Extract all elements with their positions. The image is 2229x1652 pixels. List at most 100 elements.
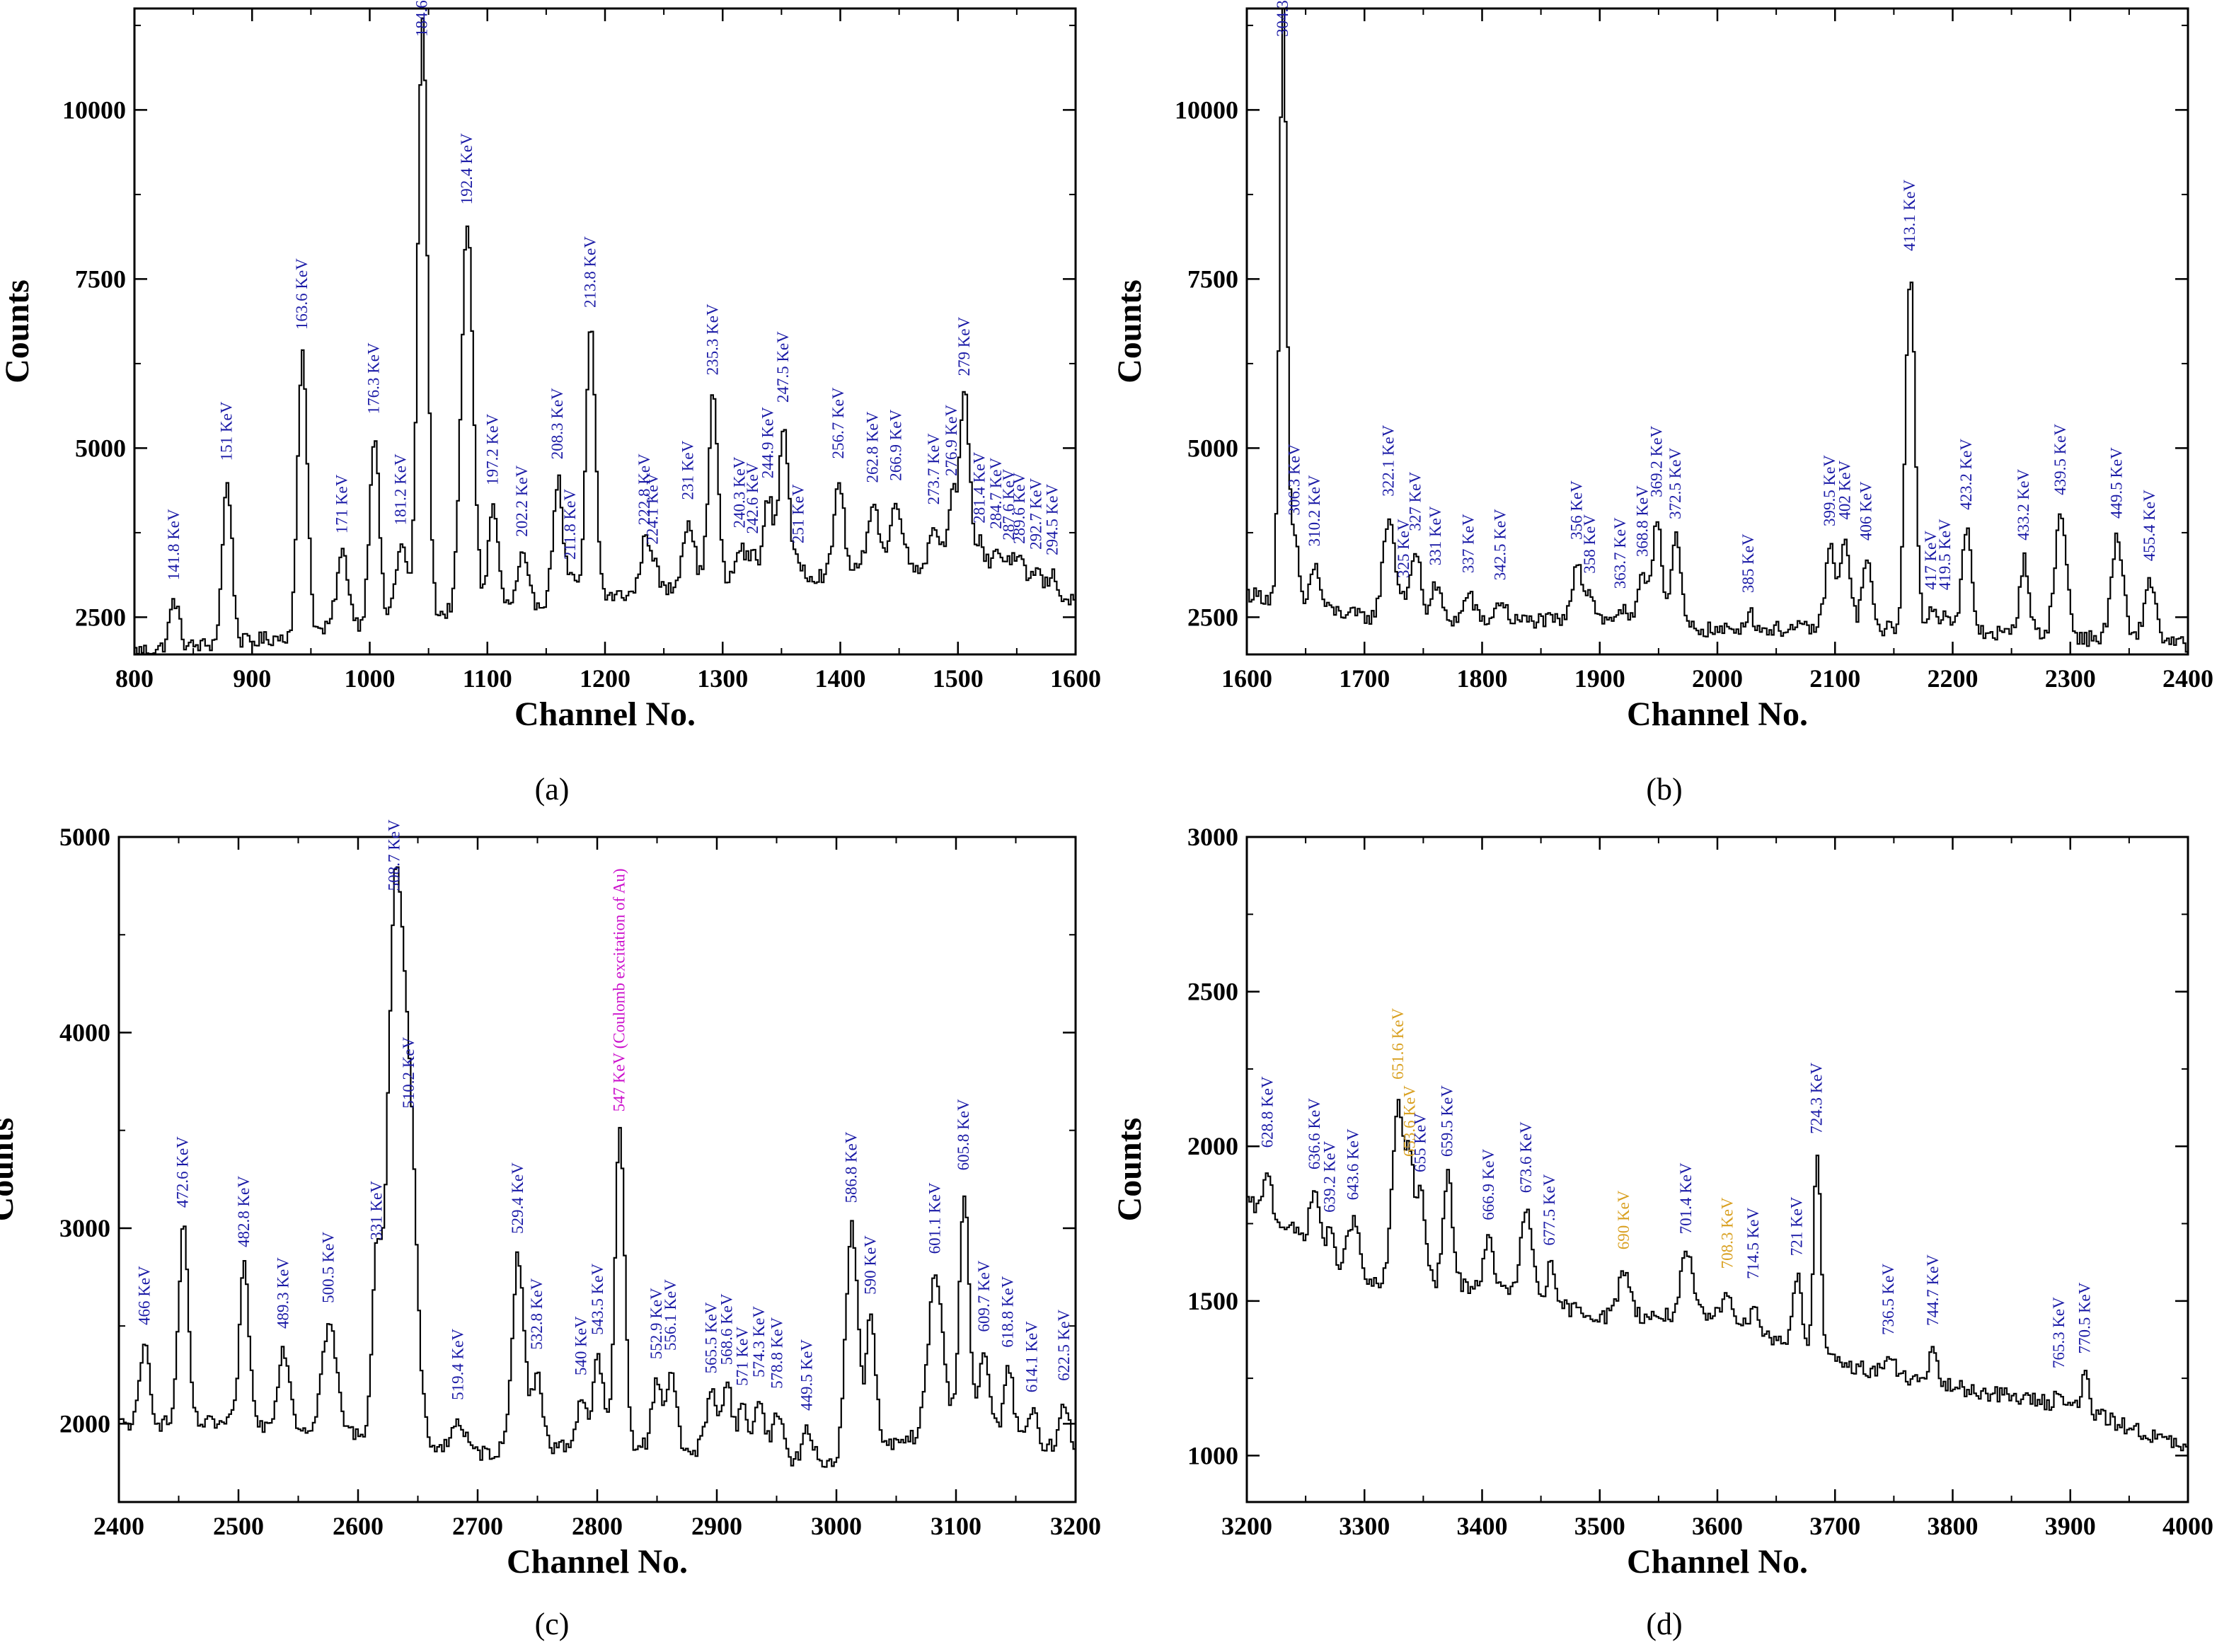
x-tick-label: 3800 [1928, 1512, 1979, 1540]
y-axis-label: Counts [0, 279, 36, 383]
peak-label: 643.6 KeV [1344, 1128, 1362, 1200]
peak-label: 419.5 KeV [1936, 519, 1954, 590]
peak-label: 176.3 KeV [364, 342, 382, 414]
y-tick-label: 2000 [59, 1409, 110, 1438]
spectrum-line-a [134, 17, 1077, 655]
y-axis-label: Counts [1111, 1118, 1148, 1222]
peak-label: 708.3 KeV [1718, 1197, 1736, 1269]
peak-label: 235.3 KeV [703, 304, 721, 375]
peak-label: 240.3 KeV [731, 456, 749, 528]
peak-label: 714.5 KeV [1744, 1208, 1762, 1279]
peak-label: 690 KeV [1615, 1190, 1632, 1249]
x-tick-label: 3000 [811, 1512, 862, 1540]
peak-label: 614.1 KeV [1023, 1321, 1040, 1392]
x-tick-label: 2100 [1809, 664, 1860, 693]
peak-label: 385 KeV [1739, 533, 1757, 593]
peak-label: 568.6 KeV [718, 1293, 736, 1365]
peak-label: 292.7 KeV [1027, 478, 1044, 550]
y-tick-label: 5000 [59, 823, 110, 851]
spectrum-line-d [1247, 1099, 2189, 1452]
y-tick-label: 2500 [1187, 978, 1238, 1006]
x-tick-label: 2700 [452, 1512, 503, 1540]
x-tick-label: 2300 [2045, 664, 2096, 693]
panel-b: 1600 1700 1800 1900 2000 2100 2200 2300 2400 2500… [1111, 0, 2213, 733]
peak-label: 211.8 KeV [561, 489, 579, 560]
peak-label: 571 KeV [733, 1327, 751, 1386]
x-tick-label: 3200 [1221, 1512, 1272, 1540]
peak-label: 472.6 KeV [174, 1136, 192, 1208]
x-tick-label: 900 [233, 664, 271, 693]
peak-label: 605.8 KeV [955, 1099, 972, 1170]
peak-label: 304.3 KeV [1274, 0, 1291, 37]
x-tick-label: 1500 [933, 664, 984, 693]
peak-label: 141.8 KeV [165, 509, 183, 580]
peak-label: 500.5 KeV [320, 1232, 338, 1303]
x-tick-label: 1000 [345, 664, 396, 693]
peak-label: 601.1 KeV [926, 1182, 944, 1254]
plot-frame-a [133, 7, 1077, 656]
x-tick-label: 1400 [815, 664, 866, 693]
peak-label: 358 KeV [1581, 514, 1599, 574]
x-tick-label: 3200 [1050, 1512, 1101, 1540]
peak-label: 701.4 KeV [1677, 1162, 1695, 1234]
peak-label: 231 KeV [679, 440, 696, 499]
x-tick-label: 3900 [2045, 1512, 2096, 1540]
peak-label: 673.6 KeV [1517, 1121, 1535, 1193]
peak-label: 423.2 KeV [1957, 439, 1975, 510]
peak-label: 372.5 KeV [1666, 448, 1684, 519]
peak-label: 413.1 KeV [1901, 180, 1918, 251]
y-axis-label: Counts [1111, 279, 1148, 383]
y-tick-label: 4000 [59, 1018, 110, 1046]
x-tick-label: 3700 [1809, 1512, 1860, 1540]
y-tick-label: 2500 [75, 603, 126, 631]
y-tick-label: 2500 [1187, 603, 1238, 631]
x-axis-label: Channel No. [1627, 695, 1808, 733]
plot-frame-c [117, 836, 1077, 1503]
x-tick-label: 1300 [697, 664, 748, 693]
panel-caption-a: (a) [534, 772, 570, 807]
y-tick-label: 3000 [59, 1214, 110, 1242]
peak-label: 224.1 KeV [644, 473, 662, 544]
peak-label: 184.6 KeV [413, 0, 431, 37]
peak-label: 281.4 KeV [971, 451, 989, 523]
peak-label: 327 KeV [1407, 472, 1424, 531]
y-tick-label: 7500 [75, 265, 126, 293]
peak-label: 609.7 KeV [975, 1260, 993, 1332]
x-tick-label: 3500 [1574, 1512, 1625, 1540]
peak-label: 744.7 KeV [1924, 1254, 1942, 1326]
peak-label: 244.9 KeV [759, 407, 776, 478]
x-tick-label: 2400 [93, 1512, 144, 1540]
peak-label: 163.6 KeV [293, 258, 311, 330]
peak-label: 284.7 KeV [987, 457, 1005, 528]
peak-label: 208.3 KeV [548, 388, 566, 459]
peak-label: 202.2 KeV [513, 465, 531, 536]
peak-label: 529.4 KeV [509, 1162, 526, 1234]
peak-label: 294.5 KeV [1044, 484, 1061, 555]
peak-label: 466 KeV [135, 1266, 153, 1325]
x-tick-label: 1900 [1574, 664, 1625, 693]
peak-label: 586.8 KeV [842, 1131, 860, 1203]
panel-caption-b: (b) [1646, 772, 1683, 807]
x-tick-label: 2200 [1928, 664, 1979, 693]
y-tick-label: 7500 [1187, 265, 1238, 293]
peak-label: 552.9 KeV [647, 1288, 665, 1359]
peak-label: 510.2 KeV [400, 1036, 417, 1108]
peak-label: 287.6 KeV [1000, 468, 1018, 540]
peak-label: 247.5 KeV [774, 331, 792, 403]
x-tick-label: 1800 [1457, 664, 1508, 693]
peak-label: 578.8 KeV [768, 1317, 786, 1389]
spectrum-line-c [119, 866, 1077, 1468]
peak-label: 406 KeV [1857, 481, 1874, 541]
plot-frame-b [1245, 7, 2189, 656]
panel-caption-d: (d) [1646, 1607, 1683, 1641]
peak-label: 639.2 KeV [1320, 1141, 1338, 1213]
x-tick-label: 3300 [1339, 1512, 1390, 1540]
peak-label: 171 KeV [333, 474, 351, 533]
peak-label: 590 KeV [861, 1235, 879, 1295]
peak-label: 628.8 KeV [1258, 1076, 1276, 1148]
peak-label: 273.7 KeV [925, 433, 943, 504]
y-tick-label: 5000 [75, 434, 126, 462]
peak-label: 197.2 KeV [483, 414, 501, 485]
peak-label: 279 KeV [955, 316, 973, 376]
x-tick-label: 3600 [1692, 1512, 1743, 1540]
